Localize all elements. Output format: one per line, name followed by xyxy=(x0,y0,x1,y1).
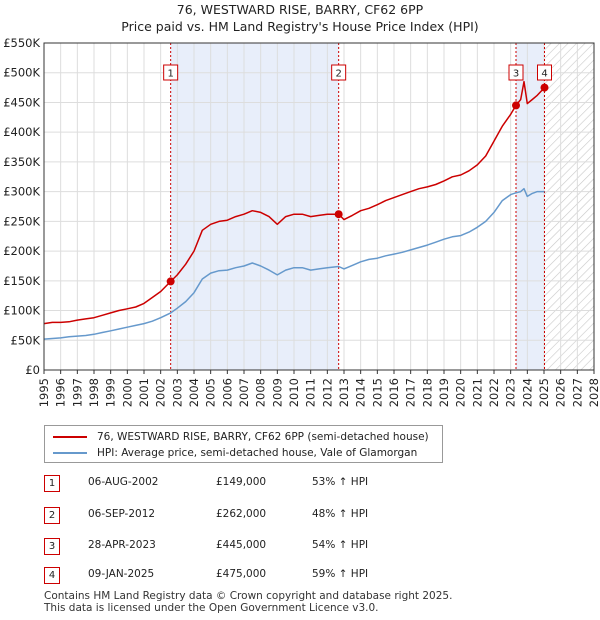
legend-item-property: 76, WESTWARD RISE, BARRY, CF62 6PP (semi… xyxy=(53,430,429,444)
y-tick-label: £50K xyxy=(11,333,41,347)
transaction-date: 28-APR-2023 xyxy=(88,539,156,551)
x-tick-label: 2019 xyxy=(437,378,451,407)
transaction-row: 1 06-AUG-2002 £149,000 53% ↑ HPI xyxy=(44,475,444,493)
chart-subtitle: Price paid vs. HM Land Registry's House … xyxy=(121,19,479,34)
transaction-price: £262,000 xyxy=(216,508,267,520)
x-tick-label: 2006 xyxy=(220,378,234,407)
sale-label: 2 xyxy=(335,69,341,80)
transaction-hpi: 48% ↑ HPI xyxy=(312,508,369,520)
transaction-row: 2 06-SEP-2012 £262,000 48% ↑ HPI xyxy=(44,507,444,525)
transaction-hpi: 59% ↑ HPI xyxy=(312,568,369,580)
x-tick-label: 1998 xyxy=(87,378,101,407)
legend-label-hpi: HPI: Average price, semi-detached house,… xyxy=(97,447,418,459)
x-tick-label: 1996 xyxy=(54,378,68,407)
transaction-badge: 1 xyxy=(44,475,60,492)
x-tick-label: 2005 xyxy=(204,378,218,407)
transaction-badge: 3 xyxy=(44,538,60,555)
x-tick-label: 2028 xyxy=(587,378,600,407)
x-tick-label: 2026 xyxy=(554,378,568,407)
transaction-hpi: 54% ↑ HPI xyxy=(312,539,369,551)
legend-swatch-hpi xyxy=(53,452,87,454)
footer-licence: This data is licensed under the Open Gov… xyxy=(44,602,379,614)
sale-point xyxy=(166,277,175,286)
y-tick-label: £400K xyxy=(3,125,40,139)
sale-label-box xyxy=(163,64,179,81)
transaction-date: 06-AUG-2002 xyxy=(88,476,159,488)
sale-label: 1 xyxy=(167,69,173,80)
transaction-date: 09-JAN-2025 xyxy=(88,568,155,580)
x-tick-label: 2025 xyxy=(537,378,551,407)
x-tick-label: 2000 xyxy=(120,378,134,407)
x-tick-label: 2013 xyxy=(337,378,351,407)
x-tick-label: 2004 xyxy=(187,378,201,407)
legend-swatch-property xyxy=(53,436,87,438)
x-tick-label: 2022 xyxy=(487,378,501,407)
y-tick-label: £0 xyxy=(25,363,40,377)
sale-label: 4 xyxy=(541,69,547,80)
x-tick-label: 2018 xyxy=(420,378,434,407)
y-tick-label: £200K xyxy=(3,244,40,258)
chart-title: 76, WESTWARD RISE, BARRY, CF62 6PP xyxy=(176,2,424,17)
x-tick-label: 1999 xyxy=(104,378,118,407)
x-tick-label: 2014 xyxy=(354,378,368,407)
property-series-line xyxy=(43,80,546,325)
sale-point xyxy=(540,83,549,92)
x-tick-label: 2008 xyxy=(254,378,268,407)
x-tick-label: 2021 xyxy=(470,378,484,407)
x-tick-label: 1995 xyxy=(37,378,51,407)
transaction-price: £445,000 xyxy=(216,539,267,551)
forecast-hatch xyxy=(544,43,594,370)
y-tick-label: £450K xyxy=(3,95,40,109)
transaction-badge: 4 xyxy=(44,567,60,584)
transaction-badge: 2 xyxy=(44,507,60,524)
transaction-hpi: 53% ↑ HPI xyxy=(312,476,369,488)
sale-label-box xyxy=(331,64,347,81)
y-tick-label: £300K xyxy=(3,185,40,199)
sale-point xyxy=(334,210,343,219)
x-tick-label: 2027 xyxy=(570,378,584,407)
plot-frame xyxy=(43,42,595,371)
x-tick-label: 2010 xyxy=(287,378,301,407)
x-tick-label: 2002 xyxy=(154,378,168,407)
y-tick-label: £500K xyxy=(3,66,40,80)
y-tick-label: £150K xyxy=(3,274,40,288)
ownership-shade xyxy=(170,43,339,370)
x-tick-label: 2007 xyxy=(237,378,251,407)
price-chart: 1 2 3 4 £0 £50K £100K £150K £200K £250K £300K £350… xyxy=(3,36,600,407)
x-tick-label: 2020 xyxy=(454,378,468,407)
y-tick-label: £550K xyxy=(3,36,40,50)
legend-label-property: 76, WESTWARD RISE, BARRY, CF62 6PP (semi… xyxy=(97,431,429,443)
hpi-series-line xyxy=(43,187,545,340)
transaction-date: 06-SEP-2012 xyxy=(88,508,156,520)
y-tick-label: £250K xyxy=(3,214,40,228)
x-tick-label: 2024 xyxy=(520,378,534,407)
sale-label-box xyxy=(537,64,552,81)
sale-label-box xyxy=(508,64,524,81)
footer-copyright: Contains HM Land Registry data © Crown c… xyxy=(44,590,453,602)
transaction-price: £149,000 xyxy=(216,476,267,488)
chart-legend: 76, WESTWARD RISE, BARRY, CF62 6PP (semi… xyxy=(44,425,443,463)
transaction-price: £475,000 xyxy=(216,568,267,580)
x-tick-label: 2003 xyxy=(170,378,184,407)
x-tick-label: 2009 xyxy=(270,378,284,407)
legend-item-hpi: HPI: Average price, semi-detached house,… xyxy=(53,446,417,460)
x-tick-label: 2011 xyxy=(304,378,318,407)
x-tick-label: 2023 xyxy=(504,378,518,407)
x-tick-label: 2001 xyxy=(137,378,151,407)
x-tick-label: 2015 xyxy=(370,378,384,407)
x-tick-label: 2016 xyxy=(387,378,401,407)
sale-label: 3 xyxy=(513,69,519,80)
transaction-row: 3 28-APR-2023 £445,000 54% ↑ HPI xyxy=(44,538,444,556)
y-tick-label: £100K xyxy=(3,304,40,318)
x-tick-label: 2017 xyxy=(404,378,418,407)
x-tick-label: 1997 xyxy=(70,378,84,407)
transaction-row: 4 09-JAN-2025 £475,000 59% ↑ HPI xyxy=(44,567,444,585)
x-tick-label: 2012 xyxy=(320,378,334,407)
y-tick-label: £350K xyxy=(3,155,40,169)
sale-point xyxy=(512,101,520,110)
